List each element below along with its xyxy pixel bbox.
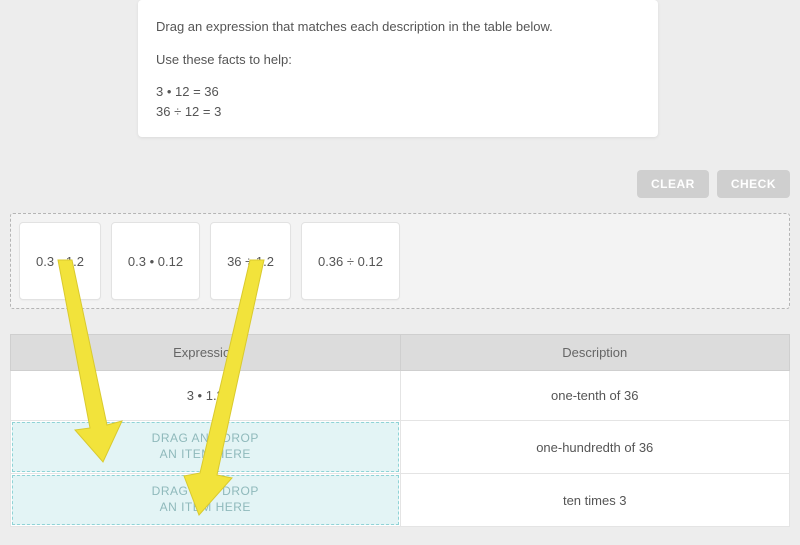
instruction-line-2: Use these facts to help:: [156, 50, 640, 70]
drop-zone[interactable]: DRAG AND DROP AN ITEM HERE: [12, 475, 399, 525]
description-cell: one-hundredth of 36: [400, 421, 790, 474]
col-header-expression: Expression: [11, 335, 401, 371]
table-row: 3 • 1.2 one-tenth of 36: [11, 371, 790, 421]
description-cell: ten times 3: [400, 474, 790, 527]
tile-1[interactable]: 0.3 • 1.2: [19, 222, 101, 300]
check-button[interactable]: CHECK: [717, 170, 790, 198]
match-table-wrap: Expression Description 3 • 1.2 one-tenth…: [10, 334, 790, 527]
instruction-line-1: Drag an expression that matches each des…: [156, 17, 640, 37]
dropzone-line-1: DRAG AND DROP: [152, 484, 259, 500]
tile-2[interactable]: 0.3 • 0.12: [111, 222, 200, 300]
dropzone-line-2: AN ITEM HERE: [160, 500, 251, 516]
fact-2: 36 ÷ 12 = 3: [156, 102, 640, 122]
col-header-description: Description: [400, 335, 790, 371]
tile-3[interactable]: 36 ÷ 1.2: [210, 222, 291, 300]
expression-cell[interactable]: DRAG AND DROP AN ITEM HERE: [11, 421, 401, 474]
fact-1: 3 • 12 = 36: [156, 82, 640, 102]
table-row: DRAG AND DROP AN ITEM HERE one-hundredth…: [11, 421, 790, 474]
description-cell: one-tenth of 36: [400, 371, 790, 421]
dropzone-line-1: DRAG AND DROP: [152, 431, 259, 447]
table-row: DRAG AND DROP AN ITEM HERE ten times 3: [11, 474, 790, 527]
tile-pool: 0.3 • 1.2 0.3 • 0.12 36 ÷ 1.2 0.36 ÷ 0.1…: [10, 213, 790, 309]
drop-zone[interactable]: DRAG AND DROP AN ITEM HERE: [12, 422, 399, 472]
expression-cell[interactable]: DRAG AND DROP AN ITEM HERE: [11, 474, 401, 527]
action-bar: CLEAR CHECK: [637, 170, 790, 198]
dropzone-line-2: AN ITEM HERE: [160, 447, 251, 463]
expression-cell: 3 • 1.2: [11, 371, 401, 421]
match-table: Expression Description 3 • 1.2 one-tenth…: [10, 334, 790, 527]
tile-4[interactable]: 0.36 ÷ 0.12: [301, 222, 400, 300]
instruction-card: Drag an expression that matches each des…: [138, 0, 658, 137]
clear-button[interactable]: CLEAR: [637, 170, 709, 198]
